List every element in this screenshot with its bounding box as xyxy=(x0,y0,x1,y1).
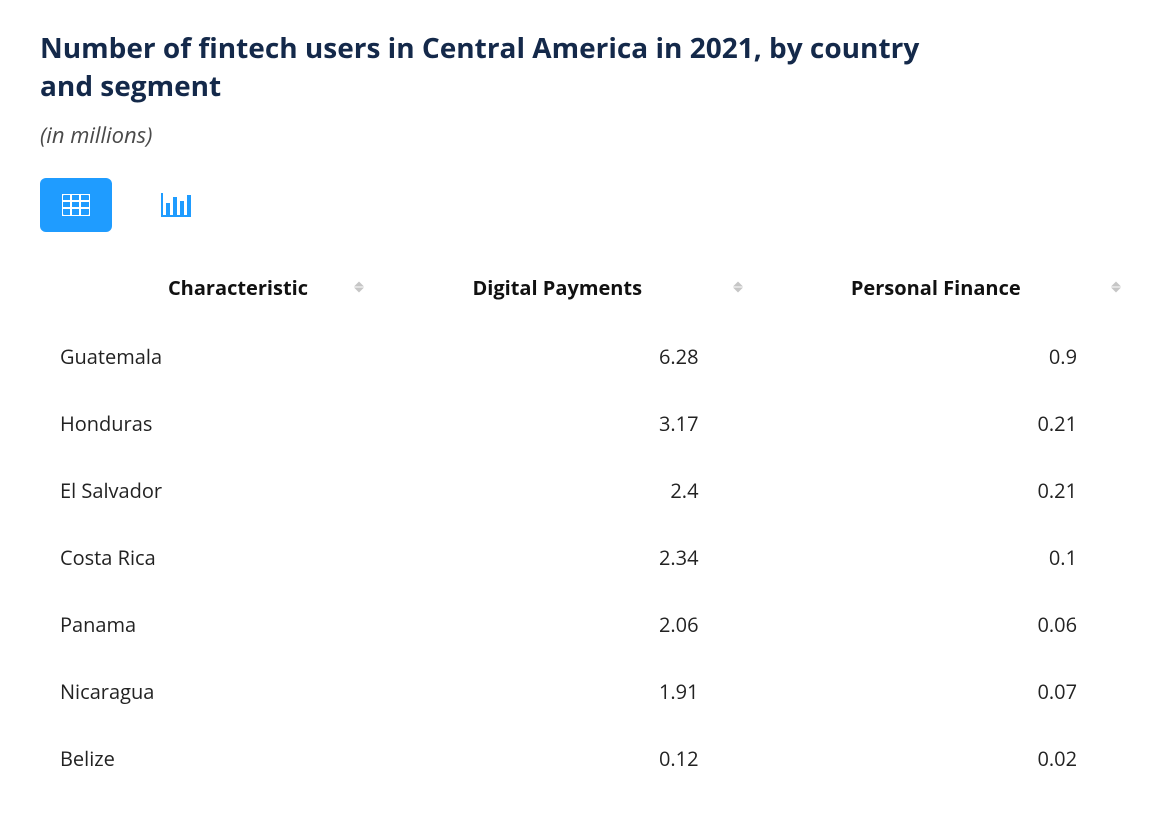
table-row: Guatemala6.280.9 xyxy=(40,323,1133,390)
cell-characteristic: El Salvador xyxy=(48,477,368,504)
sort-icon xyxy=(1111,282,1121,293)
cell-personal-finance: 0.9 xyxy=(747,343,1126,370)
table-row: El Salvador2.40.21 xyxy=(40,457,1133,524)
cell-personal-finance: 0.21 xyxy=(747,477,1126,504)
table-header-row: Characteristic Digital Payments Personal… xyxy=(40,274,1133,323)
cell-digital-payments: 2.4 xyxy=(368,477,747,504)
table-row: Costa Rica2.340.1 xyxy=(40,524,1133,591)
page-title: Number of fintech users in Central Ameri… xyxy=(40,30,940,106)
cell-digital-payments: 1.91 xyxy=(368,678,747,705)
cell-digital-payments: 3.17 xyxy=(368,410,747,437)
cell-personal-finance: 0.1 xyxy=(747,544,1126,571)
column-header-characteristic[interactable]: Characteristic xyxy=(48,274,368,301)
cell-digital-payments: 2.34 xyxy=(368,544,747,571)
data-table: Characteristic Digital Payments Personal… xyxy=(40,274,1133,792)
cell-personal-finance: 0.06 xyxy=(747,611,1126,638)
page-subtitle: (in millions) xyxy=(40,120,1133,150)
cell-digital-payments: 0.12 xyxy=(368,745,747,772)
column-header-label: Digital Payments xyxy=(472,274,642,301)
cell-characteristic: Panama xyxy=(48,611,368,638)
cell-characteristic: Costa Rica xyxy=(48,544,368,571)
cell-digital-payments: 2.06 xyxy=(368,611,747,638)
chart-view-button[interactable] xyxy=(140,178,212,232)
table-view-button[interactable] xyxy=(40,178,112,232)
cell-personal-finance: 0.02 xyxy=(747,745,1126,772)
sort-icon xyxy=(354,282,364,293)
cell-personal-finance: 0.07 xyxy=(747,678,1126,705)
column-header-label: Personal Finance xyxy=(851,274,1021,301)
view-toggle-group xyxy=(40,178,1133,232)
cell-characteristic: Nicaragua xyxy=(48,678,368,705)
table-row: Panama2.060.06 xyxy=(40,591,1133,658)
table-row: Belize0.120.02 xyxy=(40,725,1133,792)
table-icon xyxy=(62,194,90,216)
column-header-label: Characteristic xyxy=(168,274,308,301)
cell-characteristic: Honduras xyxy=(48,410,368,437)
cell-characteristic: Guatemala xyxy=(48,343,368,370)
table-body: Guatemala6.280.9Honduras3.170.21El Salva… xyxy=(40,323,1133,792)
column-header-personal-finance[interactable]: Personal Finance xyxy=(747,274,1126,301)
bar-chart-icon xyxy=(161,193,191,217)
table-row: Nicaragua1.910.07 xyxy=(40,658,1133,725)
cell-digital-payments: 6.28 xyxy=(368,343,747,370)
cell-characteristic: Belize xyxy=(48,745,368,772)
sort-icon xyxy=(733,282,743,293)
cell-personal-finance: 0.21 xyxy=(747,410,1126,437)
column-header-digital-payments[interactable]: Digital Payments xyxy=(368,274,747,301)
table-row: Honduras3.170.21 xyxy=(40,390,1133,457)
